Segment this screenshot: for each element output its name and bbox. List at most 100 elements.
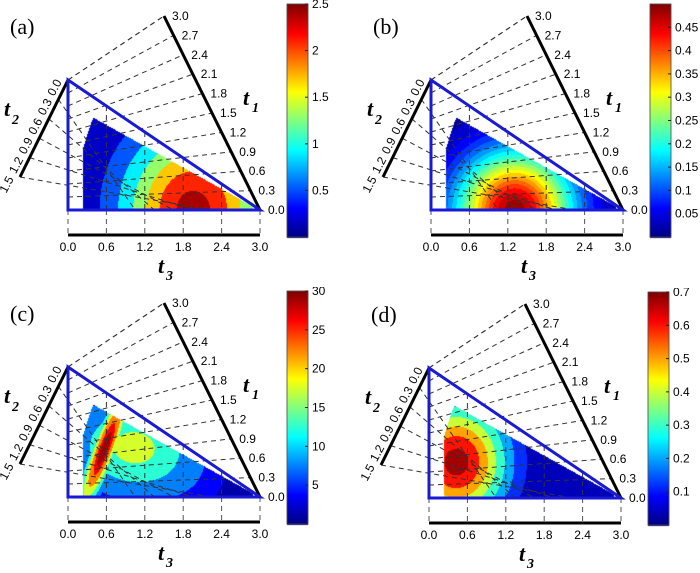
t1-axis [523, 303, 623, 499]
t3-tick-label: 0.0 [421, 528, 438, 542]
t1-gridline [428, 419, 583, 447]
t1-gridline [67, 73, 193, 120]
t2-axis [18, 366, 70, 465]
t1-tick-label: 2.7 [543, 316, 560, 330]
t3-axis-subscript: 3 [165, 269, 173, 284]
t3-tick-label: 0.6 [461, 240, 478, 254]
t3-axis-label: t [158, 253, 165, 278]
t1-tick-label: 0.6 [610, 452, 627, 466]
t3-axis-subscript: 3 [165, 556, 173, 571]
t1-gridline [67, 457, 241, 472]
t3-tick-label: 1.2 [497, 528, 514, 542]
frame-dashed-edge [67, 15, 165, 81]
colorbar-tick-label: 5 [312, 478, 319, 492]
t1-tick-label: 1.5 [220, 393, 237, 407]
t1-tick-label: 1.2 [591, 413, 608, 427]
t1-gridline [67, 341, 184, 394]
t1-gridline [67, 438, 232, 459]
t3-tick-label: 1.8 [175, 240, 192, 254]
t1-tick-label: 2.1 [562, 355, 579, 369]
t3-tick-label: 1.2 [136, 240, 153, 254]
panel-b: (b) 0.0 0.6 1.2 1.8 2.4 3.0 t 3 0.0 0.3 0.6 0.9 1.2 1.… [363, 0, 700, 285]
t1-tick-label: 0.0 [268, 490, 285, 504]
t1-gridline [67, 34, 174, 94]
colorbar-tick-label: 0.5 [312, 183, 329, 197]
t3-axis-label: t [521, 253, 528, 278]
t1-tick-label: 0.9 [239, 432, 256, 446]
colorbar-tick-label: 25 [312, 323, 326, 337]
t3-tick-label: 1.2 [136, 527, 153, 541]
t2-axis-subscript: 2 [11, 400, 19, 415]
t1-tick-label: 2.7 [182, 315, 199, 329]
t2-axis-label: t [4, 383, 11, 408]
t3-tick-label: 0.6 [459, 528, 476, 542]
t3-tick-label: 1.8 [538, 240, 555, 254]
panel-label: (a) [10, 14, 34, 39]
t2-tick-label: 1.5 [0, 461, 17, 483]
t1-tick-label: 2.4 [552, 336, 569, 350]
ternary-plot: (b)0.0 0.6 1.2 1.8 2.4 3.0t 30.00.30.60.91.21.… [363, 3, 699, 284]
t2-axis-subscript: 2 [11, 113, 19, 128]
t2-gridline [420, 99, 499, 211]
t1-gridline [67, 418, 222, 446]
panel-label: (c) [10, 301, 34, 326]
colorbar-tick-label: 0.25 [675, 114, 699, 128]
contour-fill [361, 288, 700, 573]
t1-gridline [430, 151, 595, 172]
colorbar-tick-label: 0.2 [675, 137, 692, 151]
t2-axis-label: t [367, 96, 374, 121]
t1-gridline [67, 190, 251, 198]
t1-gridline [428, 361, 554, 408]
contour-fill [0, 0, 350, 285]
triangle-boundary [66, 77, 265, 212]
t1-tick-label: 0.0 [631, 203, 648, 217]
t2-gridline [57, 99, 136, 211]
t1-axis [525, 15, 625, 211]
t2-axis-label: t [4, 96, 11, 121]
ternary-plot: (c)0.0 0.6 1.2 1.8 2.4 3.0t 30.00.30.60.91.21.… [0, 287, 326, 571]
t2-axis [18, 79, 70, 178]
t1-tick-label: 1.5 [220, 106, 237, 120]
t1-tick-label: 0.3 [258, 471, 275, 485]
t2-gridline [48, 405, 155, 498]
t1-gridline [428, 322, 535, 382]
frame-dashed-edge [430, 15, 528, 81]
colorbar-tick-label: 0.6 [673, 318, 690, 332]
t3-tick-label: 0.0 [60, 527, 77, 541]
t3-axis-label: t [158, 540, 165, 565]
colorbar-tick-label: 0.2 [673, 451, 690, 465]
t1-tick-label: 1.8 [210, 374, 227, 388]
t1-tick-label: 2.4 [554, 48, 571, 62]
colorbar-tick-label: 0.3 [675, 90, 692, 104]
t1-axis-subscript: 1 [613, 389, 620, 404]
t1-tick-label: 0.0 [268, 203, 285, 217]
t3-tick-label: 2.4 [574, 528, 591, 542]
t1-tick-label: 2.7 [182, 28, 199, 42]
t1-tick-label: 0.3 [258, 184, 275, 198]
t1-gridline [67, 151, 232, 172]
colorbar-tick-label: 0.5 [673, 352, 690, 366]
t1-tick-label: 0.6 [249, 451, 266, 465]
t1-axis [162, 15, 262, 211]
t3-tick-label: 3.0 [252, 240, 269, 254]
t2-axis-label: t [365, 384, 372, 409]
t2-gridline [380, 464, 574, 499]
panel-label: (b) [373, 14, 399, 39]
colorbar-tick-label: 0.05 [675, 207, 699, 221]
t1-tick-label: 0.9 [600, 433, 617, 447]
t2-gridline [38, 424, 174, 498]
colorbar-tick-label: 0.15 [675, 160, 699, 174]
t1-tick-label: 3.0 [533, 297, 550, 311]
t1-tick-label: 2.4 [191, 48, 208, 62]
t1-tick-label: 1.5 [583, 106, 600, 120]
panel-d: (d) 0.0 0.6 1.2 1.8 2.4 3.0 t 3 0.0 0.3 0.6 0.9 1.2 1.… [361, 288, 700, 573]
t2-gridline [401, 137, 537, 211]
t1-axis-label: t [606, 85, 613, 110]
t1-gridline [430, 54, 547, 107]
t1-gridline [430, 190, 614, 198]
t2-gridline [390, 445, 554, 499]
t3-tick-label: 2.4 [576, 240, 593, 254]
t2-gridline [399, 425, 535, 499]
colorbar-tick-label: 0.4 [673, 385, 690, 399]
t2-gridline [418, 387, 497, 499]
